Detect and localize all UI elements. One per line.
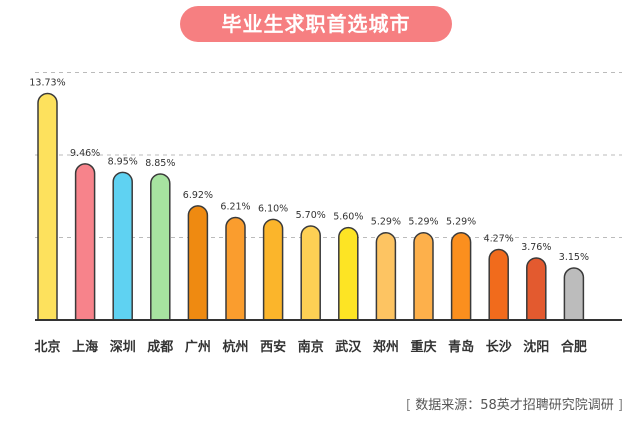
value-label: 5.70% — [296, 210, 326, 221]
bar-5 — [225, 216, 246, 321]
category-label: 深圳 — [110, 339, 136, 355]
category-label: 武汉 — [335, 339, 362, 355]
value-label: 5.29% — [371, 217, 401, 228]
bar-8 — [338, 226, 359, 321]
source-close-bracket: ] — [617, 398, 623, 413]
chart-title: 毕业生求职首选城市 — [180, 6, 452, 42]
category-label: 成都 — [147, 339, 173, 355]
bar-3 — [150, 173, 171, 321]
category-label: 杭州 — [222, 339, 248, 355]
bar-14 — [563, 267, 585, 321]
value-label: 3.15% — [559, 252, 589, 263]
bar-9 — [375, 231, 397, 321]
bar-4 — [187, 205, 209, 321]
value-label: 4.27% — [484, 234, 514, 245]
category-label: 青岛 — [448, 339, 474, 355]
bar-10 — [413, 231, 434, 321]
bar-12 — [488, 248, 509, 321]
category-label: 上海 — [72, 339, 98, 355]
bar-11 — [450, 231, 472, 321]
bar-6 — [262, 218, 284, 321]
category-label: 北京 — [34, 339, 60, 355]
value-label: 13.73% — [29, 77, 65, 88]
bar-0 — [37, 92, 58, 321]
bar-1 — [74, 163, 96, 321]
source-open-bracket: [ — [406, 398, 412, 413]
value-label: 5.29% — [446, 217, 476, 228]
category-label: 合肥 — [561, 339, 587, 355]
value-label: 8.95% — [108, 156, 138, 167]
value-label: 5.60% — [333, 212, 363, 223]
value-label: 3.76% — [521, 242, 551, 253]
category-label: 广州 — [185, 339, 211, 355]
value-label: 6.92% — [183, 190, 213, 201]
value-label: 5.29% — [408, 217, 438, 228]
category-label: 郑州 — [373, 339, 399, 355]
bar-13 — [526, 257, 547, 321]
bar-2 — [112, 171, 133, 321]
value-label: 6.10% — [258, 203, 288, 214]
category-label: 长沙 — [486, 339, 512, 355]
source-text: 数据来源：58英才招聘研究院调研 — [415, 398, 614, 413]
value-label: 8.85% — [145, 158, 175, 169]
category-label: 沈阳 — [523, 339, 549, 355]
category-label: 重庆 — [410, 339, 436, 355]
value-label: 6.21% — [220, 202, 250, 213]
value-label: 9.46% — [70, 148, 100, 159]
category-label: 西安 — [260, 339, 286, 355]
source-note: [ 数据来源：58英才招聘研究院调研 ] — [406, 394, 623, 413]
bar-7 — [300, 225, 321, 321]
category-label: 南京 — [298, 339, 324, 355]
